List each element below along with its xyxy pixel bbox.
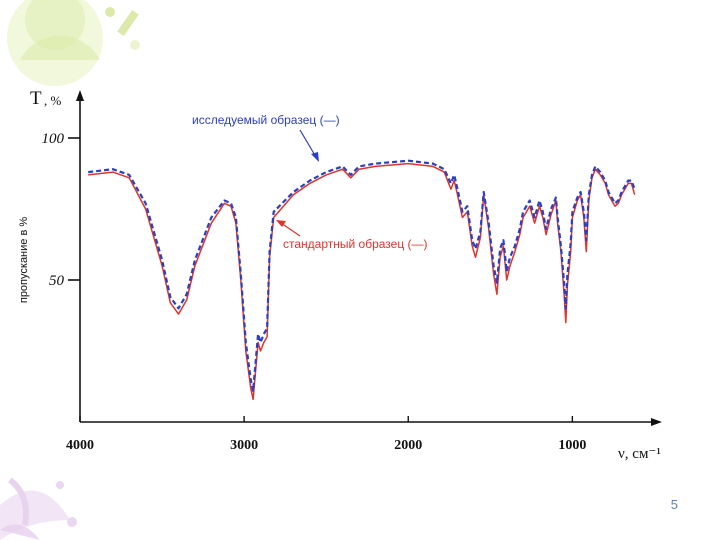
y-ticks: 100 50 <box>42 131 80 289</box>
annotation-standard: стандартный образец (—) <box>283 237 428 251</box>
annotation-sample-arrow-icon <box>299 129 317 158</box>
x-tick-label: 2000 <box>394 438 422 453</box>
annotation-sample: исследуемый образец (—) <box>192 113 340 127</box>
annotation-standard-arrow-icon <box>280 222 301 237</box>
x-tick-label: 4000 <box>66 438 94 453</box>
series-line-standard <box>88 162 636 401</box>
y-tick-label: 100 <box>42 131 65 147</box>
y-axis-rotated-label: пропускание в % <box>18 217 30 303</box>
annotations: исследуемый образец (—) стандартный образ… <box>192 113 428 251</box>
y-axis-unit: , % <box>44 93 62 108</box>
x-axis-arrow-icon <box>651 418 662 426</box>
y-tick-label: 50 <box>49 273 65 289</box>
x-ticks: 4000 3000 2000 1000 <box>66 416 586 453</box>
x-axis-label: ν, см⁻¹ <box>618 446 661 462</box>
y-axis-arrow-icon <box>76 90 84 101</box>
series-lines <box>88 159 636 401</box>
x-tick-label: 1000 <box>558 438 586 453</box>
series-line-sample <box>88 159 636 392</box>
page-number: 5 <box>670 497 678 512</box>
annotation-sample-arrowhead-icon <box>311 152 319 162</box>
top-left-flower-icon <box>7 0 140 86</box>
y-axis-symbol: T <box>30 88 42 109</box>
annotation-standard-arrowhead-icon <box>276 220 286 227</box>
bottom-left-flower-icon <box>0 477 77 540</box>
x-tick-label: 3000 <box>230 438 258 453</box>
